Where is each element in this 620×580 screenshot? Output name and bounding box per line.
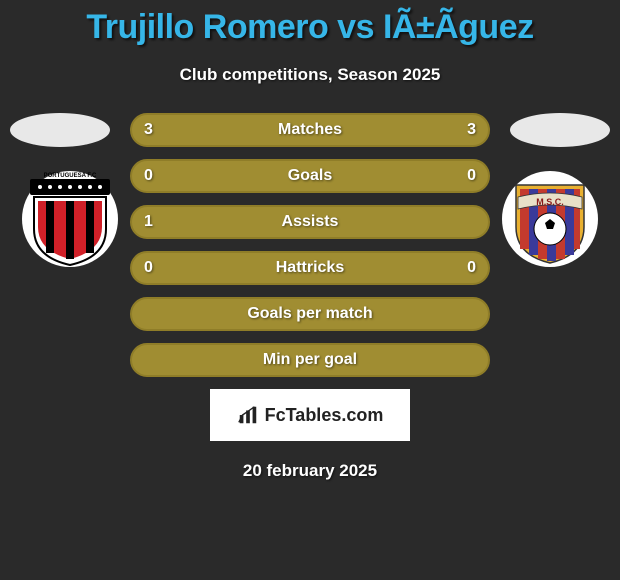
stat-right-value: 3 xyxy=(467,121,476,139)
stat-label: Assists xyxy=(282,213,339,231)
date-text: 20 february 2025 xyxy=(0,461,620,481)
brand-text: FcTables.com xyxy=(265,405,384,426)
subtitle: Club competitions, Season 2025 xyxy=(0,65,620,85)
stats-list: 3 Matches 3 0 Goals 0 1 Assists 0 Hattri… xyxy=(130,113,490,377)
stat-row: 3 Matches 3 xyxy=(130,113,490,147)
stat-label: Min per goal xyxy=(263,351,357,369)
brand-box: FcTables.com xyxy=(210,389,410,441)
stat-label: Hattricks xyxy=(276,259,344,277)
flag-left xyxy=(10,113,110,147)
stat-right-value: 0 xyxy=(467,259,476,277)
page-title: Trujillo Romero vs IÃ±Ãguez xyxy=(0,0,620,47)
stat-label: Goals per match xyxy=(247,305,372,323)
stat-row: 0 Hattricks 0 xyxy=(130,251,490,285)
stat-right-value: 0 xyxy=(467,167,476,185)
stat-row: Min per goal xyxy=(130,343,490,377)
team-badge-right: M.S.C. xyxy=(500,169,600,269)
stat-row: 1 Assists xyxy=(130,205,490,239)
stat-left-value: 0 xyxy=(144,167,153,185)
flag-right xyxy=(510,113,610,147)
svg-text:M.S.C.: M.S.C. xyxy=(536,197,564,207)
stat-label: Matches xyxy=(278,121,342,139)
comparison-area: PORTUGUESA F.C M.S.C. 3 Matches 3 0 xyxy=(0,113,620,481)
stat-label: Goals xyxy=(288,167,332,185)
chart-icon xyxy=(237,404,259,426)
stat-left-value: 1 xyxy=(144,213,153,231)
team-badge-left: PORTUGUESA F.C xyxy=(20,169,120,269)
stat-left-value: 3 xyxy=(144,121,153,139)
stat-left-value: 0 xyxy=(144,259,153,277)
stat-row: 0 Goals 0 xyxy=(130,159,490,193)
svg-text:PORTUGUESA F.C: PORTUGUESA F.C xyxy=(44,173,97,179)
stat-row: Goals per match xyxy=(130,297,490,331)
